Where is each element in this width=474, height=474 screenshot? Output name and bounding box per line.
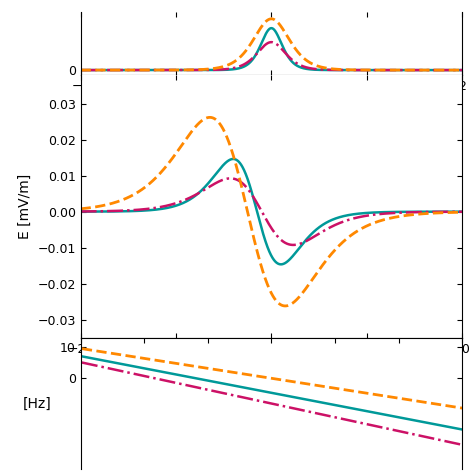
Y-axis label: E [mV/m]: E [mV/m] [18,173,32,239]
X-axis label: T [sec]: T [sec] [245,357,298,372]
X-axis label: ζ: ζ [267,94,275,109]
Text: (a): (a) [262,114,281,128]
Y-axis label: [Hz]: [Hz] [23,397,52,410]
Text: (b): (b) [262,373,281,387]
